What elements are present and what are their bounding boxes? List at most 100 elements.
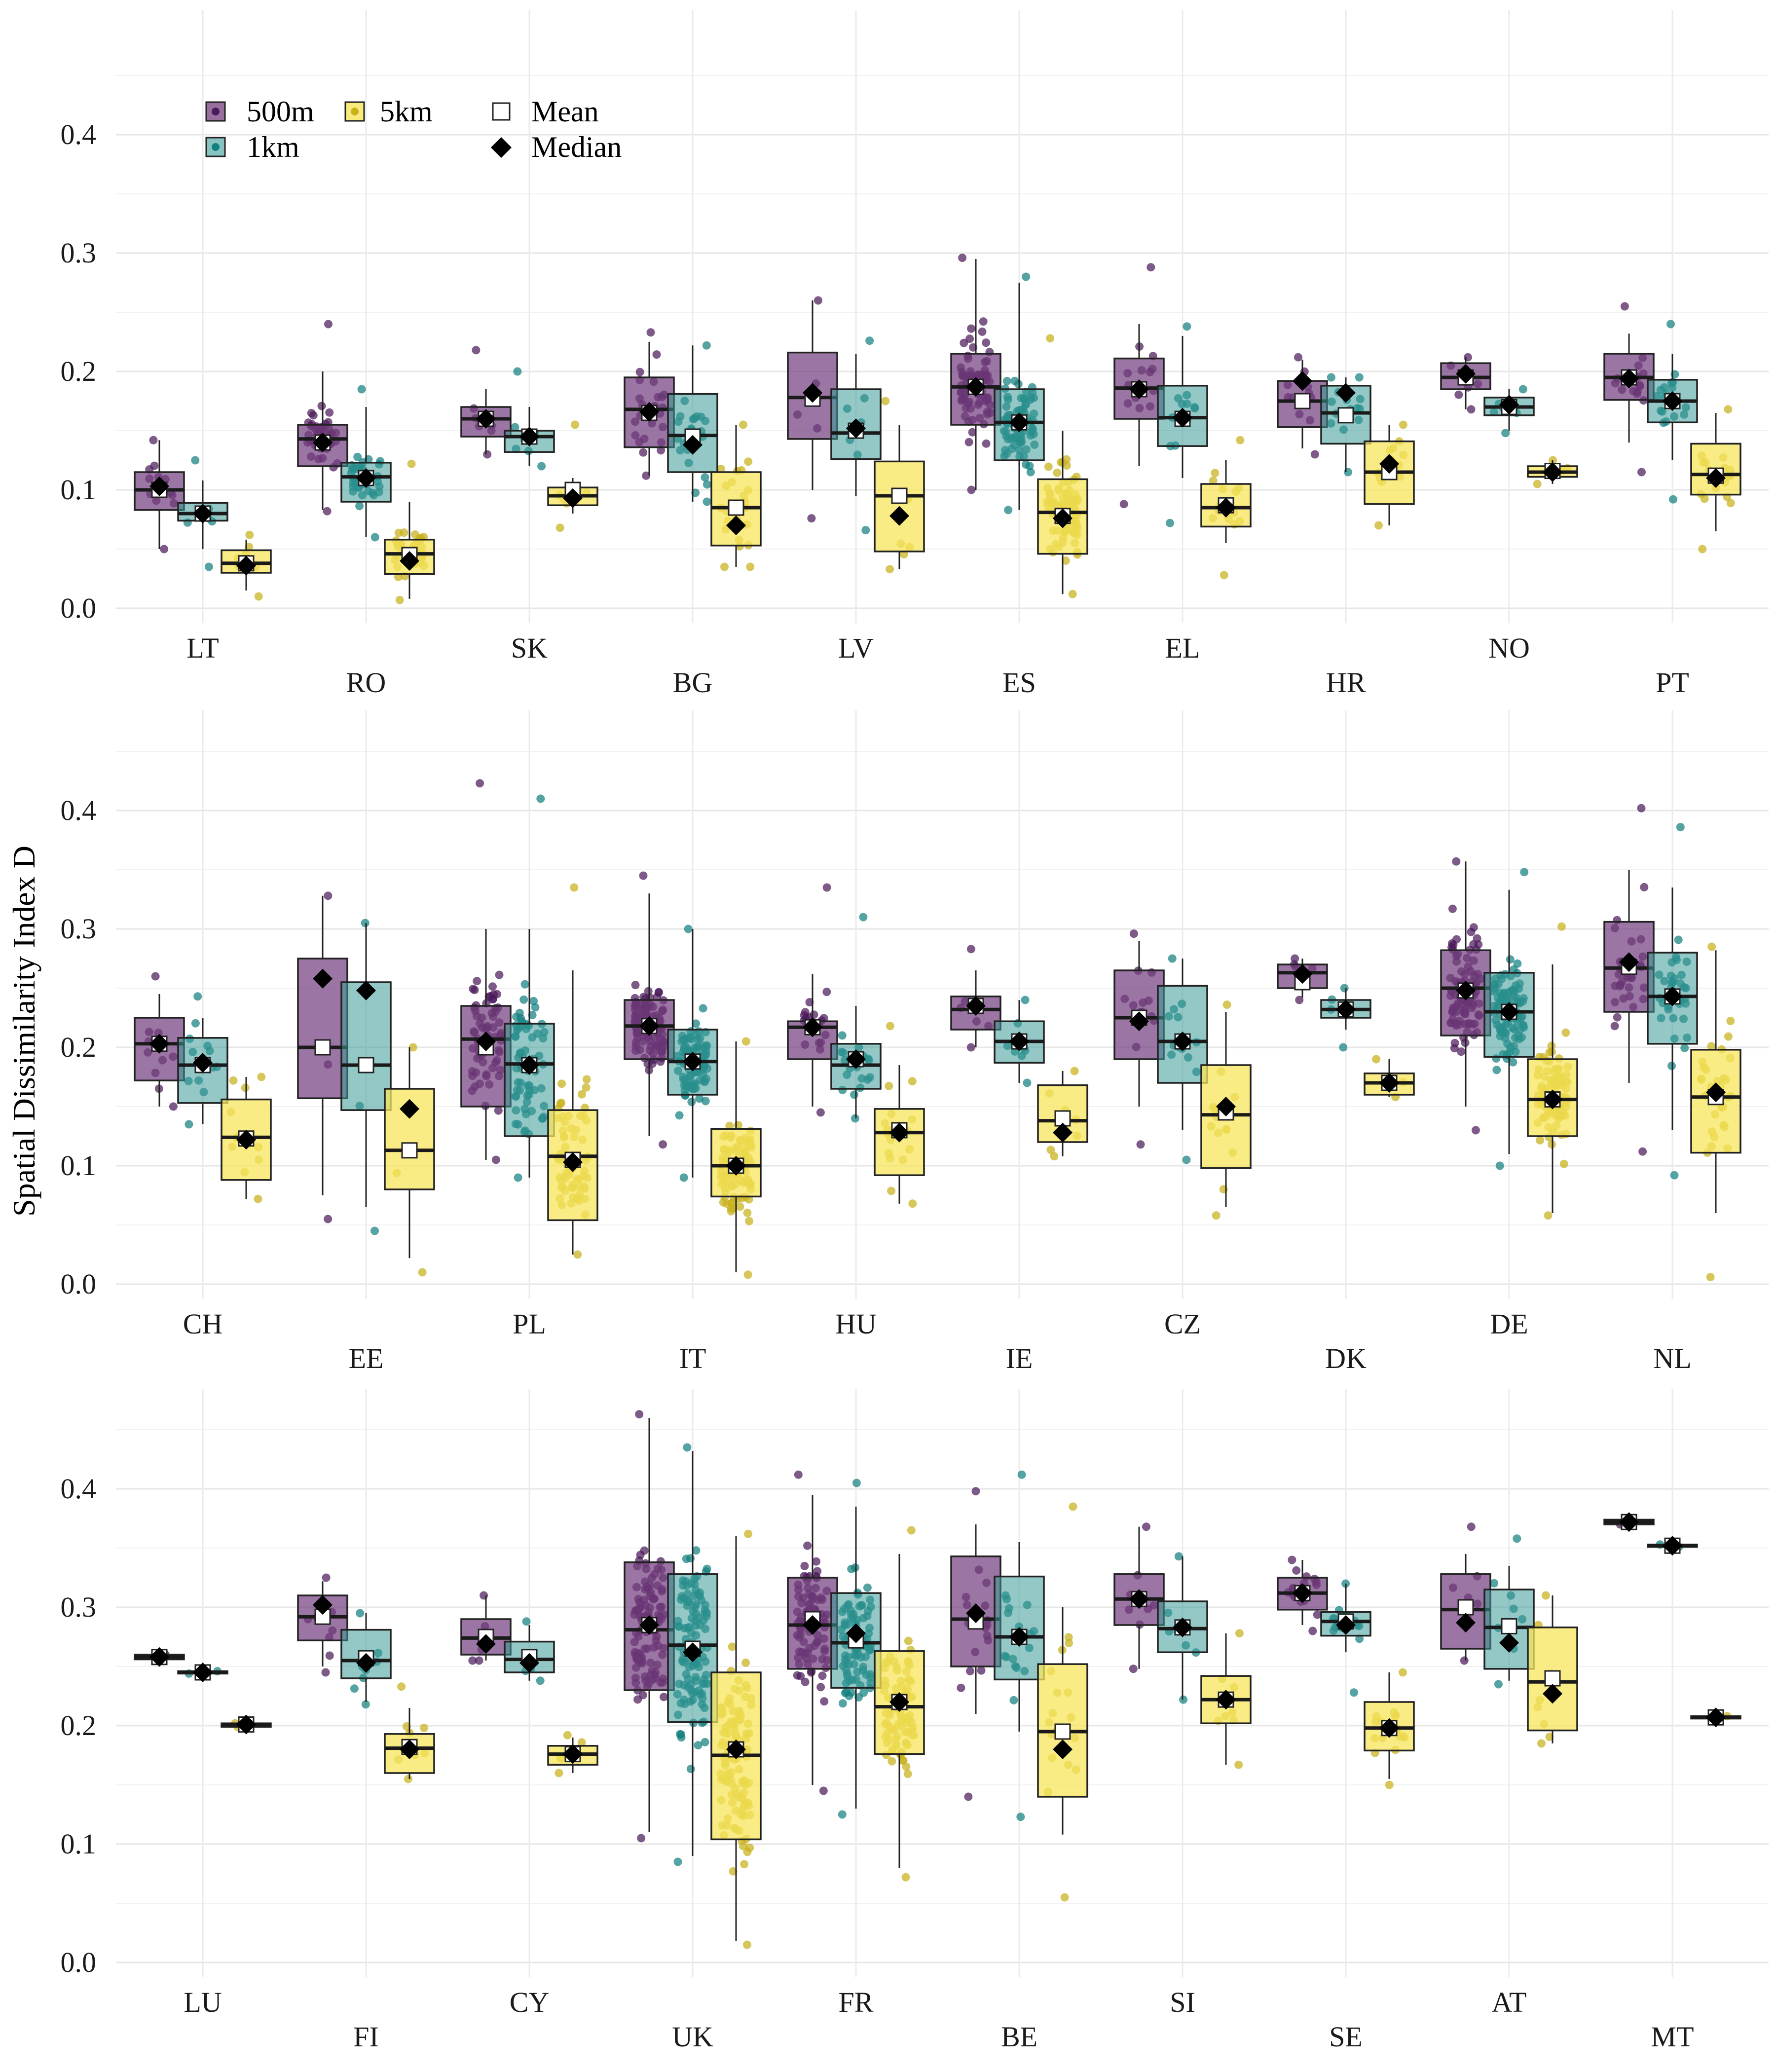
point-ES-5km: [1061, 556, 1070, 565]
point-CZ-5km: [1222, 1000, 1231, 1009]
y-tick-label: 0.4: [61, 118, 97, 150]
point-ES-500m: [982, 439, 991, 448]
point-DE-500m: [1450, 1038, 1459, 1047]
point-BE-500m: [964, 1792, 973, 1801]
median-marker-SE-5km: [1379, 1718, 1399, 1738]
country-label-FR: FR: [839, 1986, 874, 2018]
point-CZ-5km: [1212, 1211, 1221, 1220]
point-IT-1km: [679, 1173, 688, 1182]
point-NL-5km: [1726, 1017, 1735, 1025]
country-label-BG: BG: [673, 666, 713, 699]
point-SK-5km: [555, 523, 564, 532]
point-EE-1km: [370, 1226, 379, 1235]
median-marker-FR-500m: [803, 1615, 822, 1635]
legend-key-mean: [492, 102, 511, 121]
point-RO-500m: [307, 408, 316, 417]
median-marker-LU-1km: [193, 1663, 213, 1682]
point-IT-1km: [699, 1004, 707, 1013]
point-HR-500m: [1294, 353, 1302, 362]
box-AT-500m: [1440, 1573, 1491, 1650]
point-NL-500m: [1637, 804, 1646, 813]
point-PL-500m: [473, 977, 481, 986]
y-tick-label: 0.1: [61, 1149, 97, 1182]
median-marker-HU-1km: [846, 1049, 866, 1069]
median-marker-AT-1km: [1499, 1633, 1519, 1653]
point-ES-500m: [978, 327, 987, 336]
point-PL-500m: [469, 985, 478, 993]
median-marker-SK-1km: [519, 427, 539, 446]
point-PL-500m: [494, 1106, 503, 1115]
median-marker-ES-5km: [1053, 508, 1073, 528]
point-UK-5km: [742, 1940, 751, 1949]
point-ES-500m: [967, 324, 976, 333]
axis-labels: 0.0 0.1 0.2 0.3 0.4 LT RO SK BG LV ES EL HR NO PT 0.0 0.…: [61, 118, 1694, 2053]
y-tick-label: 0.2: [61, 1031, 97, 1063]
median-marker-IT-5km: [726, 1156, 746, 1176]
median-marker-NO-1km: [1499, 395, 1519, 415]
point-AT-1km: [1494, 1680, 1503, 1689]
median-marker-DE-500m: [1456, 980, 1476, 1000]
point-DE-5km: [1536, 1136, 1544, 1145]
median-marker-UK-5km: [726, 1739, 746, 1759]
median-marker-EL-500m: [1129, 379, 1149, 399]
legend-dot-1km: [212, 143, 220, 151]
point-FI-1km: [356, 1609, 365, 1618]
legend-label-500m: 500m: [247, 95, 314, 128]
point-FR-5km: [903, 1770, 912, 1778]
median-marker-LU-500m: [149, 1647, 169, 1667]
point-PL-5km: [570, 883, 579, 892]
y-axis-title: Spatial Dissimilarity Index D: [6, 846, 41, 1217]
point-SE-5km: [1385, 1780, 1394, 1789]
point-FR-5km: [907, 1526, 916, 1535]
point-RO-5km: [400, 528, 408, 537]
point-IT-500m: [644, 987, 653, 996]
point-ES-500m: [964, 438, 973, 446]
median-marker-EE-5km: [400, 1099, 419, 1119]
median-marker-DK-1km: [1336, 999, 1356, 1020]
point-SE-500m: [1292, 1566, 1301, 1575]
point-IE-500m: [966, 1043, 975, 1052]
country-label-IE: IE: [1006, 1342, 1033, 1374]
country-label-DK: DK: [1325, 1342, 1367, 1374]
median-marker-CH-1km: [193, 1053, 213, 1073]
point-DE-5km: [1547, 1041, 1556, 1050]
point-HU-500m: [805, 998, 814, 1006]
median-marker-SI-500m: [1129, 1589, 1149, 1609]
point-RO-500m: [325, 408, 334, 417]
point-UK-5km: [739, 1842, 747, 1850]
country-label-LU: LU: [184, 1986, 222, 2018]
point-BG-500m: [657, 446, 666, 455]
point-HU-1km: [859, 913, 868, 922]
point-PL-5km: [578, 1090, 586, 1099]
point-UK-1km: [686, 1765, 695, 1774]
point-CY-1km: [536, 1676, 545, 1685]
point-IE-500m: [966, 945, 975, 954]
point-CY-500m: [475, 1656, 483, 1665]
point-EE-5km: [418, 1268, 427, 1277]
point-UK-500m: [635, 1410, 644, 1419]
median-marker-BE-1km: [1009, 1627, 1029, 1647]
median-marker-LV-500m: [803, 383, 822, 403]
point-BG-500m: [635, 368, 644, 376]
point-IT-1km: [675, 1111, 684, 1120]
country-label-CY: CY: [510, 1986, 550, 2018]
legend-label-mean: Mean: [531, 95, 599, 128]
median-marker-MT-1km: [1663, 1536, 1682, 1556]
point-PT-5km: [1724, 405, 1733, 414]
median-marker-PL-500m: [476, 1032, 496, 1051]
point-SE-5km: [1399, 1668, 1407, 1677]
median-marker-FR-5km: [889, 1692, 909, 1712]
box-PL-1km: [504, 1023, 555, 1137]
median-marker-RO-500m: [313, 433, 333, 452]
country-label-PT: PT: [1656, 666, 1689, 699]
box-CZ-5km: [1200, 1064, 1252, 1169]
median-marker-RO-1km: [356, 468, 376, 488]
point-EL-500m: [1147, 263, 1155, 272]
point-DK-1km: [1340, 984, 1349, 993]
box-PL-5km: [547, 1109, 598, 1221]
y-tick-label: 0.0: [61, 1946, 97, 1978]
point-ES-500m: [967, 485, 976, 494]
point-PL-5km: [557, 1098, 566, 1107]
point-NL-1km: [1680, 1043, 1689, 1052]
y-tick-label: 0.4: [61, 794, 97, 826]
